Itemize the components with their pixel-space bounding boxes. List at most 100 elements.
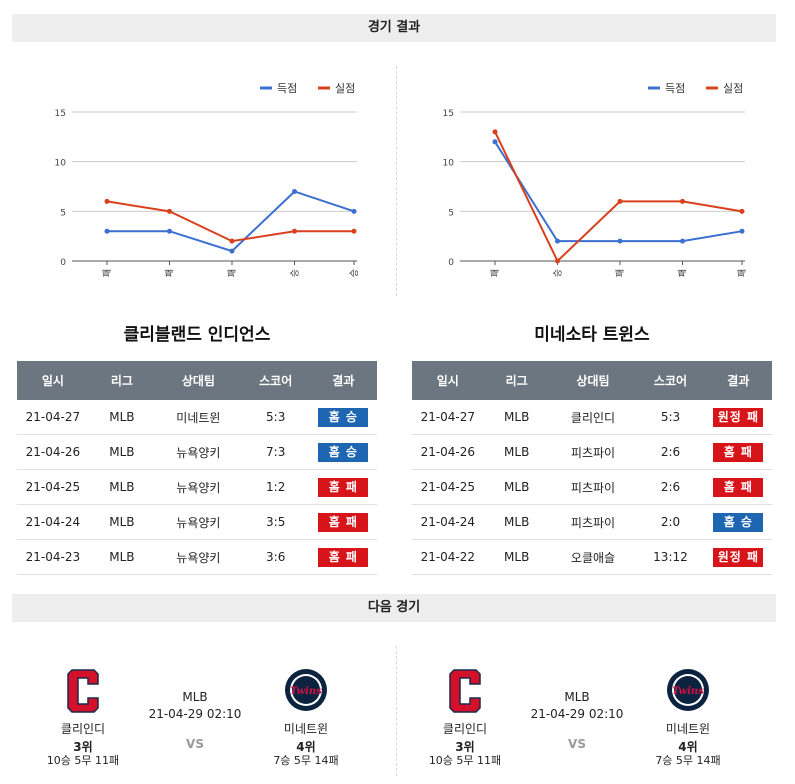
table-row: 21-04-25 MLB 뉴욕양키 1:2 홈 패 <box>17 469 377 505</box>
table-header-row: 일시 리그 상대팀 스코어 결과 <box>17 361 377 400</box>
cell-opponent: 미네트윈 <box>155 400 242 435</box>
svg-text:Twins: Twins <box>290 686 322 697</box>
x-tick-label: 패 <box>227 269 238 277</box>
column-header: 상대팀 <box>549 361 637 400</box>
data-point <box>229 248 235 254</box>
chart-cleveland: 득점 실점 0 5 10 15 패 패 패 승 승 <box>12 66 392 296</box>
data-point <box>351 228 357 234</box>
svg-text:Twins: Twins <box>672 686 704 697</box>
cell-date: 21-04-25 <box>412 469 484 505</box>
cell-league: MLB <box>483 504 550 540</box>
home-team-rank: 3위 <box>73 740 93 754</box>
result-badge: 홈 패 <box>713 477 764 497</box>
team-title-minnesota: 미네소타 트윈스 <box>534 325 650 345</box>
data-point <box>104 228 110 234</box>
series-line-0 <box>494 141 743 243</box>
cell-opponent: 피츠파이 <box>549 469 637 505</box>
legend-label: 실점 <box>723 82 743 95</box>
cell-score: 7:3 <box>241 434 310 470</box>
away-team-rank: 4위 <box>678 740 698 754</box>
away-team-name: 미네트윈 <box>283 722 329 736</box>
x-tick-label: 승 <box>290 269 301 277</box>
cell-league: MLB <box>88 504 156 540</box>
x-tick-label: 패 <box>165 269 176 277</box>
column-header: 상대팀 <box>155 361 242 400</box>
column-header: 일시 <box>412 361 484 400</box>
cell-score: 13:12 <box>636 539 705 575</box>
cell-date: 21-04-24 <box>17 504 89 540</box>
vs-label: VS <box>568 737 586 751</box>
next-divider <box>396 646 397 776</box>
result-badge: 홈 승 <box>713 512 764 532</box>
result-badge: 홈 패 <box>318 547 369 567</box>
legend-item-0: 득점 <box>260 82 297 95</box>
result-badge: 홈 승 <box>318 407 369 427</box>
cell-opponent: 뉴욕양키 <box>155 504 242 540</box>
home-team-record: 10승 5무 11패 <box>46 754 120 767</box>
x-tick-label: 패 <box>678 269 689 277</box>
table-row: 21-04-26 MLB 피츠파이 2:6 홈 패 <box>412 434 772 470</box>
cell-result: 홈 승 <box>704 504 772 540</box>
data-point <box>680 198 685 204</box>
cell-result: 홈 패 <box>309 469 377 505</box>
home-team-record: 10승 5무 11패 <box>428 754 502 767</box>
cell-date: 21-04-27 <box>412 400 484 435</box>
y-tick-label: 15 <box>55 109 66 119</box>
table-row: 21-04-23 MLB 뉴욕양키 3:6 홈 패 <box>17 539 377 575</box>
away-team-name: 미네트윈 <box>665 722 711 736</box>
next-game-league: MLB <box>182 690 208 704</box>
data-point <box>739 228 745 234</box>
data-point <box>617 238 623 244</box>
home-team-name: 클리인디 <box>442 722 488 736</box>
result-badge: 홈 패 <box>318 477 369 497</box>
cell-result: 홈 패 <box>704 434 772 470</box>
cell-score: 3:6 <box>241 539 310 575</box>
legend-item-1: 실점 <box>706 82 743 95</box>
x-tick-label: 패 <box>102 269 113 277</box>
cell-date: 21-04-26 <box>17 434 89 470</box>
home-team-rank: 3위 <box>455 740 475 754</box>
games-table-minnesota: 일시 리그 상대팀 스코어 결과 21-04-27 MLB 클리인디 5:3 원정 패 21-04… <box>412 361 772 575</box>
result-badge: 홈 패 <box>713 442 764 462</box>
column-header: 리그 <box>88 361 156 400</box>
legend-item-0: 득점 <box>648 82 685 95</box>
column-header: 스코어 <box>241 361 310 400</box>
table-row: 21-04-25 MLB 피츠파이 2:6 홈 패 <box>412 469 772 505</box>
chart-divider <box>396 66 397 296</box>
result-badge: 홈 패 <box>318 512 369 532</box>
legend-label: 실점 <box>335 82 355 95</box>
y-tick-label: 5 <box>60 208 66 218</box>
column-header: 스코어 <box>636 361 705 400</box>
cleveland-c-logo-icon <box>67 669 99 713</box>
cell-result: 홈 패 <box>704 469 772 505</box>
cell-date: 21-04-26 <box>412 434 484 470</box>
cell-date: 21-04-25 <box>17 469 89 505</box>
chart-minnesota: 득점 실점 0 5 10 15 패 승 패 패 패 <box>400 66 780 296</box>
home-team-name: 클리인디 <box>60 722 106 736</box>
result-badge: 원정 패 <box>713 547 764 567</box>
cell-opponent: 피츠파이 <box>549 504 637 540</box>
cell-opponent: 뉴욕양키 <box>155 434 242 470</box>
x-tick-label: 승 <box>553 269 564 277</box>
cell-score: 2:0 <box>636 504 705 540</box>
data-point <box>167 208 172 214</box>
cell-league: MLB <box>483 539 550 575</box>
chart-minnesota-svg: 득점 실점 0 5 10 15 패 승 패 패 패 <box>443 82 748 277</box>
team-title-cleveland: 클리블랜드 인디언스 <box>123 325 271 345</box>
cell-score: 5:3 <box>636 400 705 435</box>
cell-opponent: 뉴욕양키 <box>155 469 242 505</box>
cell-result: 홈 승 <box>309 434 377 470</box>
data-point <box>555 238 560 244</box>
y-tick-label: 0 <box>448 258 454 268</box>
away-team-rank: 4위 <box>296 740 316 754</box>
twins-logo-icon: Twins <box>285 669 327 711</box>
next-game-1: 클리인디 3위 10승 5무 11패 MLB 21-04-29 02:10 VS… <box>20 656 380 767</box>
cell-league: MLB <box>88 434 156 470</box>
table-row: 21-04-27 MLB 미네트윈 5:3 홈 승 <box>17 400 377 435</box>
data-point <box>739 208 745 214</box>
legend-item-1: 실점 <box>318 82 355 95</box>
column-header: 일시 <box>17 361 89 400</box>
y-tick-label: 5 <box>448 208 454 218</box>
cell-result: 홈 패 <box>309 504 377 540</box>
cell-opponent: 피츠파이 <box>549 434 637 470</box>
